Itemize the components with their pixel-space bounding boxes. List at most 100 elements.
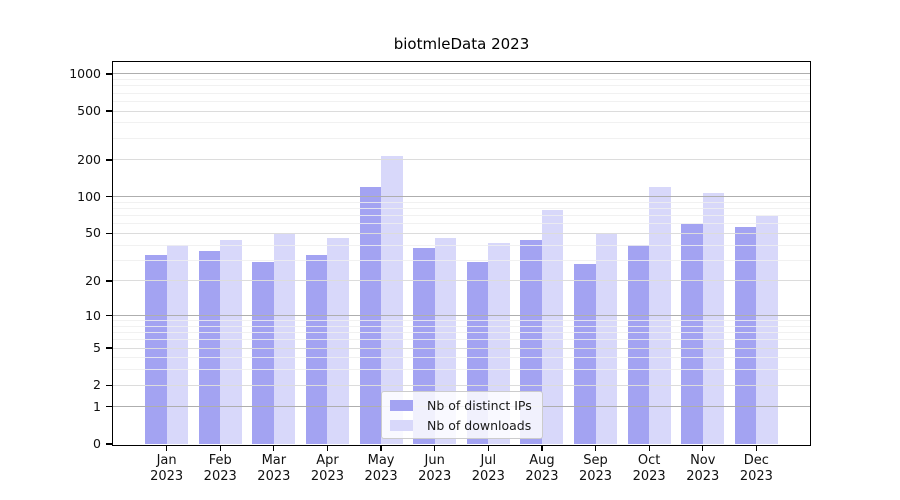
y-tick-label-500: 500	[77, 103, 101, 119]
x-tick-label-month-may: May	[367, 453, 395, 468]
x-tick-label-year-oct: 2023	[632, 469, 666, 484]
gridline-minor-7	[113, 332, 810, 334]
bar-distinct-ips-jan	[145, 255, 167, 444]
legend-item-downloads: Nb of downloads	[390, 417, 532, 433]
x-tick-mark-jun	[434, 445, 436, 451]
x-tick-label-month-nov: Nov	[690, 453, 716, 468]
gridline-minor-9	[113, 320, 810, 322]
bar-downloads-may	[381, 156, 403, 444]
y-tick-mark-1	[106, 406, 113, 408]
x-tick-label-month-mar: Mar	[261, 453, 287, 468]
x-tick-label-month-oct: Oct	[637, 453, 661, 468]
x-tick-label-year-nov: 2023	[686, 469, 720, 484]
bar-distinct-ips-apr	[305, 255, 328, 444]
bar-distinct-ips-nov	[681, 223, 703, 444]
bar-distinct-ips-mar	[252, 261, 274, 444]
gridline-minor-40	[113, 244, 810, 246]
x-tick-label-month-jan: Jan	[156, 453, 177, 468]
legend-swatch-downloads	[390, 419, 413, 431]
x-tick-mark-feb	[219, 445, 221, 451]
x-tick-mark-apr	[326, 445, 329, 451]
gridline-5	[113, 347, 810, 349]
y-tick-mark-5	[106, 347, 113, 349]
x-tick-label-dec: Dec 2023	[729, 453, 783, 485]
x-tick-mark-nov	[702, 445, 704, 451]
x-tick-label-apr: Apr 2023	[300, 453, 354, 485]
bar-downloads-feb	[220, 240, 242, 444]
gridline-minor-8	[113, 325, 810, 327]
gridline-minor-80	[113, 208, 810, 210]
gridline-minor-60	[113, 223, 810, 225]
x-tick-label-may: May 2023	[354, 453, 408, 485]
gridline-minor-300	[113, 137, 810, 139]
x-tick-mark-may	[380, 445, 382, 451]
gridline-minor-800	[113, 85, 810, 87]
x-tick-label-month-feb: Feb	[208, 453, 232, 468]
legend-label-distinct-ips: Nb of distinct IPs	[427, 397, 532, 413]
x-tick-label-aug: Aug 2023	[515, 453, 569, 485]
legend-label-downloads: Nb of downloads	[427, 417, 532, 433]
x-tick-label-month-apr: Apr	[316, 453, 339, 468]
bar-downloads-mar	[273, 233, 296, 444]
y-tick-mark-50	[106, 232, 113, 234]
bar-downloads-sep	[595, 233, 618, 444]
x-tick-mark-jan	[166, 445, 168, 451]
x-tick-label-sep: Sep 2023	[569, 453, 623, 485]
x-tick-label-feb: Feb 2023	[193, 453, 247, 485]
x-tick-label-mar: Mar 2023	[247, 453, 301, 485]
y-tick-label-20: 20	[85, 272, 101, 288]
gridline-minor-30	[113, 259, 810, 261]
y-tick-label-0: 0	[93, 436, 101, 451]
gridline-minor-900	[113, 79, 810, 81]
x-tick-label-year-mar: 2023	[257, 469, 291, 484]
x-tick-mark-aug	[541, 445, 543, 451]
bar-distinct-ips-feb	[198, 250, 221, 444]
gridline-10	[113, 315, 810, 317]
y-tick-label-1: 1	[93, 398, 101, 414]
gridline-1000	[113, 73, 810, 75]
x-tick-label-nov: Nov 2023	[676, 453, 730, 485]
legend-item-distinct-ips: Nb of distinct IPs	[390, 397, 532, 413]
gridline-minor-400	[113, 122, 810, 124]
gridline-minor-4	[113, 357, 810, 359]
bar-downloads-apr	[327, 237, 349, 444]
gridline-20	[113, 280, 810, 282]
bar-distinct-ips-oct	[627, 245, 650, 444]
gridline-100	[113, 196, 810, 198]
bar-downloads-nov	[702, 192, 725, 444]
bar-downloads-jan	[166, 245, 189, 444]
x-tick-mark-dec	[755, 445, 757, 451]
x-tick-label-year-jul: 2023	[471, 469, 505, 484]
y-tick-mark-10	[106, 314, 113, 317]
x-tick-label-year-feb: 2023	[203, 469, 237, 484]
x-tick-label-month-jun: Jun	[424, 453, 445, 468]
x-tick-label-year-sep: 2023	[578, 469, 613, 484]
x-tick-label-month-jul: Jul	[480, 453, 497, 468]
gridline-200	[113, 159, 810, 161]
y-tick-mark-20	[106, 280, 113, 282]
grid-layer	[113, 62, 810, 444]
y-tick-label-50: 50	[85, 225, 101, 241]
x-tick-mark-oct	[648, 445, 650, 451]
y-tick-mark-1000	[106, 73, 113, 75]
y-tick-label-2: 2	[93, 377, 101, 393]
x-tick-label-jul: Jul 2023	[461, 453, 515, 485]
x-tick-label-year-jan: 2023	[150, 469, 184, 484]
gridline-minor-6	[113, 339, 810, 341]
gridline-minor-90	[113, 201, 810, 203]
x-tick-label-year-jun: 2023	[418, 469, 452, 484]
y-tick-label-100: 100	[77, 188, 101, 204]
plot-area	[113, 62, 810, 444]
x-tick-label-month-sep: Sep	[583, 453, 608, 468]
x-tick-label-month-dec: Dec	[743, 453, 769, 468]
x-tick-mark-mar	[273, 445, 275, 451]
gridline-50	[113, 232, 810, 234]
x-tick-label-oct: Oct 2023	[622, 453, 676, 485]
gridline-minor-70	[113, 215, 810, 217]
y-tick-mark-0	[106, 443, 113, 445]
chart-title: biotmleData 2023	[393, 35, 530, 53]
x-tick-label-year-dec: 2023	[739, 469, 773, 484]
x-tick-label-jun: Jun 2023	[408, 453, 462, 485]
legend: Nb of distinct IPs Nb of downloads	[381, 391, 543, 439]
